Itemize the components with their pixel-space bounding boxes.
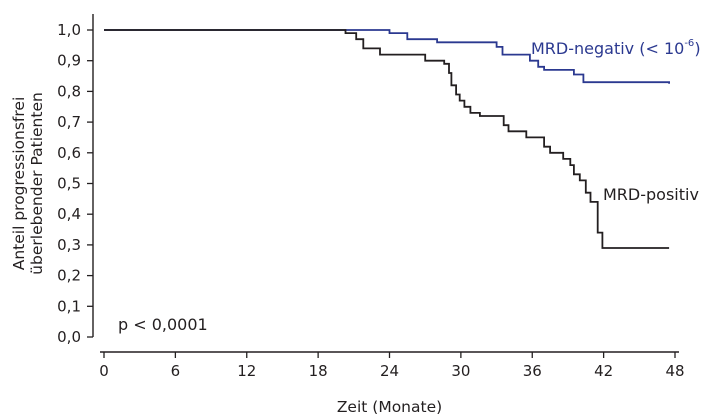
series-label-mrd-negativ: MRD-negativ (< 10-6)	[531, 38, 701, 58]
y-tick-label: 0,1	[57, 297, 81, 315]
x-tick-label: 24	[380, 362, 399, 380]
series-label-mrd-negativ-suffix: )	[694, 39, 700, 58]
y-tick-label: 0,7	[57, 113, 81, 131]
y-tick-label: 0,5	[57, 175, 81, 193]
y-tick-label: 1,0	[57, 21, 81, 39]
x-tick-label: 18	[309, 362, 328, 380]
series-line-mrd-negativ	[104, 29, 670, 84]
y-tick-label: 0,3	[57, 236, 81, 254]
y-tick-label: 0,6	[57, 144, 81, 162]
x-tick-label: 0	[99, 362, 109, 380]
p-value-annotation: p < 0,0001	[118, 315, 208, 334]
series-label-mrd-positiv: MRD-positiv	[603, 185, 699, 204]
y-axis-title-line2: überlebender Patienten	[28, 92, 46, 275]
x-tick-label: 36	[523, 362, 542, 380]
series-label-mrd-negativ-text: MRD-negativ (< 10	[531, 39, 684, 58]
series-line-mrd-positiv	[104, 29, 670, 249]
y-tick-label: 0,8	[57, 82, 81, 100]
y-tick-label: 0,9	[57, 52, 81, 70]
x-tick-label: 12	[237, 362, 256, 380]
x-tick-label: 30	[451, 362, 470, 380]
y-tick-label: 0,4	[57, 205, 81, 223]
axes: 0,0 0,1 0,2 0,3 0,4 0,5 0,6 0,7 0,8 0,9 1,0 0 6 12 18 2…	[57, 14, 685, 380]
series-label-mrd-negativ-sup: -6	[684, 38, 694, 49]
x-tick-label: 48	[665, 362, 684, 380]
series-layer	[104, 29, 670, 249]
y-tick-label: 0,0	[57, 328, 81, 346]
x-axis-title: Zeit (Monate)	[337, 398, 442, 416]
x-tick-label: 6	[171, 362, 181, 380]
y-tick-label: 0,2	[57, 267, 81, 285]
x-tick-label: 42	[594, 362, 613, 380]
y-axis-title-line1: Anteil progressionsfrei	[10, 97, 28, 271]
